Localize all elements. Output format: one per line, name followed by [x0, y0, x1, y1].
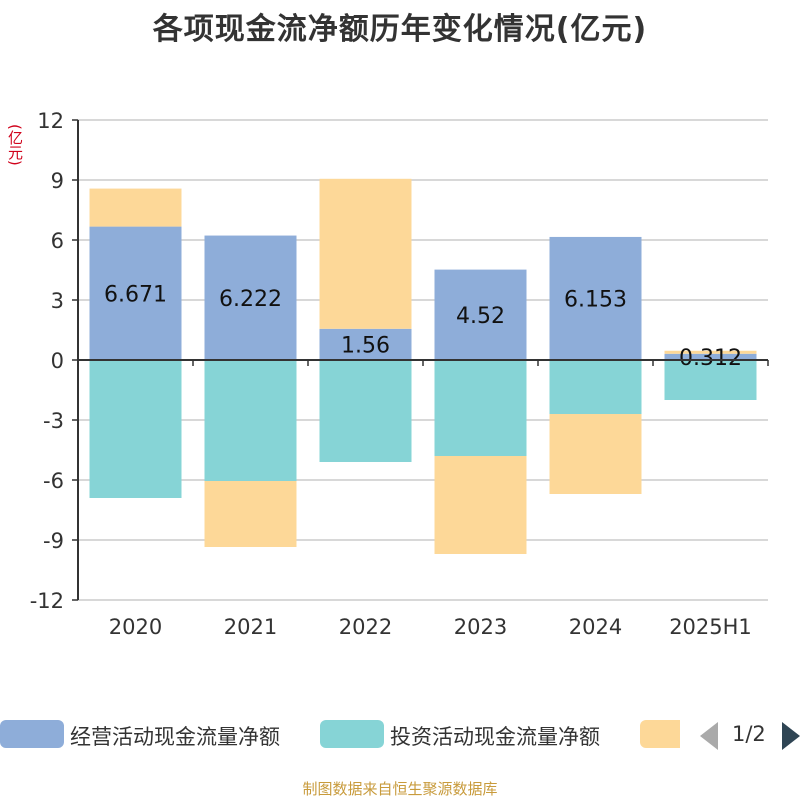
- bar-series0-2023[interactable]: [434, 269, 527, 360]
- bar-series2-2025H1[interactable]: [664, 350, 757, 354]
- bar-series1-2020[interactable]: [89, 360, 182, 498]
- bar-series1-2024[interactable]: [549, 360, 642, 414]
- legend-swatch-investing: [320, 720, 384, 748]
- y-tick-label: 12: [37, 109, 64, 133]
- bar-series1-2022[interactable]: [319, 360, 412, 462]
- bar-series1-2023[interactable]: [434, 360, 527, 456]
- axes: 12 9 6 3 0 -3 -6 -9 -12 2020 2021 2022 2023 2024 2025H…: [30, 109, 769, 639]
- y-tick-label: -9: [43, 529, 64, 553]
- y-tick-label: 0: [51, 349, 64, 373]
- legend-next-page-icon[interactable]: [782, 722, 800, 750]
- data-label-2020: 6.671: [104, 282, 167, 307]
- x-tick-label-2022: 2022: [339, 615, 392, 639]
- legend-swatch-third-series: [640, 720, 680, 748]
- bar-series1-2021[interactable]: [204, 360, 297, 481]
- x-tick-label-2024: 2024: [569, 615, 622, 639]
- x-tick-label-2021: 2021: [224, 615, 277, 639]
- legend-swatch-operating: [0, 720, 64, 748]
- y-tick-label: -6: [43, 469, 64, 493]
- legend-label-operating: 经营活动现金流量净额: [70, 725, 280, 749]
- legend-page-indicator: 1/2: [732, 722, 766, 746]
- legend-prev-page-icon[interactable]: [700, 722, 718, 750]
- bar-series2-2022[interactable]: [319, 178, 412, 329]
- bar-series2-2023[interactable]: [434, 456, 527, 554]
- y-tick-label: 3: [51, 289, 64, 313]
- data-source-note: 制图数据来自恒生聚源数据库: [302, 780, 498, 798]
- x-tick-label-2020: 2020: [109, 615, 162, 639]
- bar-series0-2020[interactable]: [89, 226, 182, 360]
- y-tick-label: 6: [51, 229, 64, 253]
- data-labels: 6.671 6.222 1.56 4.52 6.153 0.312: [104, 282, 742, 371]
- data-label-2023: 4.52: [456, 304, 505, 329]
- legend-label-investing: 投资活动现金流量净额: [390, 725, 600, 749]
- data-label-2021: 6.222: [219, 287, 282, 312]
- bar-series0-2022[interactable]: [319, 328, 412, 360]
- y-axis-unit-label: (亿元): [6, 124, 24, 166]
- y-tick-label: 9: [51, 169, 64, 193]
- bar-series0-2025H1[interactable]: [664, 353, 757, 360]
- bar-series1-2025H1[interactable]: [664, 360, 757, 400]
- bar-series0-2024[interactable]: [549, 236, 642, 360]
- legend-pager: 1/2: [700, 720, 800, 750]
- bar-series2-2021[interactable]: [204, 481, 297, 547]
- data-label-2025H1: 0.312: [679, 346, 742, 371]
- x-tick-label-2023: 2023: [454, 615, 507, 639]
- bar-series2-2024[interactable]: [549, 414, 642, 494]
- legend: 经营活动现金流量净额 投资活动现金流量净额 1/2: [0, 714, 800, 754]
- x-tick-label-2025H1: 2025H1: [669, 615, 752, 639]
- stacked-bar-chart: 6.671 6.222 1.56 4.52 6.153 0.312 12 9 6 3 0 -3 -6 -…: [30, 109, 769, 639]
- chart-title: 各项现金流净额历年变化情况(亿元): [152, 12, 648, 47]
- bar-series0-2021[interactable]: [204, 235, 297, 360]
- bars: [89, 178, 757, 554]
- y-tick-label: -3: [43, 409, 64, 433]
- data-label-2024: 6.153: [564, 287, 627, 312]
- bar-series2-2020[interactable]: [89, 188, 182, 227]
- y-tick-label: -12: [30, 589, 64, 613]
- data-label-2022: 1.56: [341, 333, 390, 358]
- gridlines: [78, 119, 768, 601]
